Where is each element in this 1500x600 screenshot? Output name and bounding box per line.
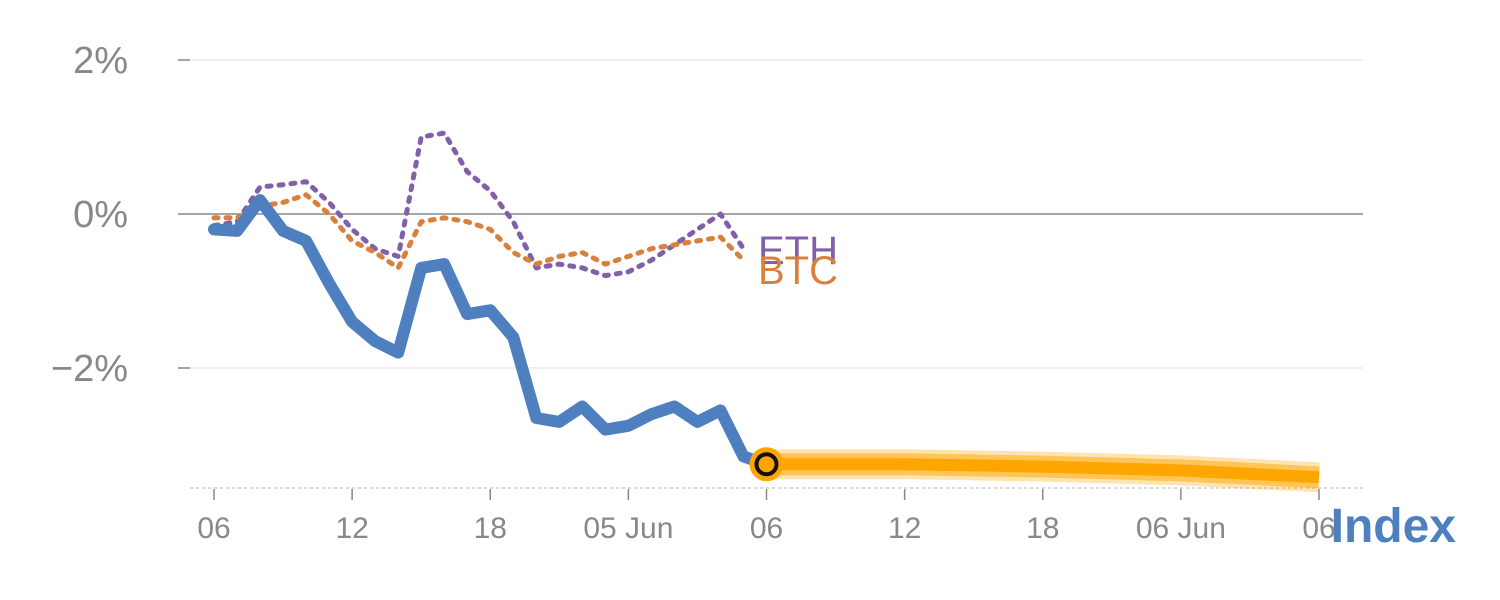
- series-line-eth: [211, 130, 746, 279]
- y-tick-label: 2%: [73, 40, 128, 82]
- grid-layer: [178, 59, 1363, 369]
- series-layer: [208, 130, 1320, 493]
- x-tick-label: 06: [1302, 512, 1335, 545]
- x-tick-label: 18: [474, 512, 507, 545]
- series-label-btc: BTC: [758, 249, 838, 293]
- y-tick-label: 0%: [73, 194, 128, 236]
- x-tick-label: 12: [335, 512, 368, 545]
- x-tick-label: 06 Jun: [1136, 512, 1226, 545]
- x-tick-label: 06: [750, 512, 783, 545]
- x-tick-label: 05 Jun: [583, 512, 673, 545]
- series-line-btc: [211, 192, 746, 271]
- series-label-eth: ETH: [758, 229, 838, 273]
- x-tick-label: 12: [888, 512, 921, 545]
- series-label-index: Index: [1331, 500, 1457, 553]
- current-marker: [754, 452, 779, 477]
- x-tick-label: 06: [197, 512, 230, 545]
- series-line-index-forecast: [766, 458, 1320, 484]
- y-tick-label: −2%: [51, 348, 128, 390]
- axis-layer: 2% 0% −2% 06 12 18 05 Jun 06 12 18 06 Jun 06: [51, 40, 1365, 545]
- series-line-index: [208, 194, 773, 471]
- x-tick-label: 18: [1026, 512, 1059, 545]
